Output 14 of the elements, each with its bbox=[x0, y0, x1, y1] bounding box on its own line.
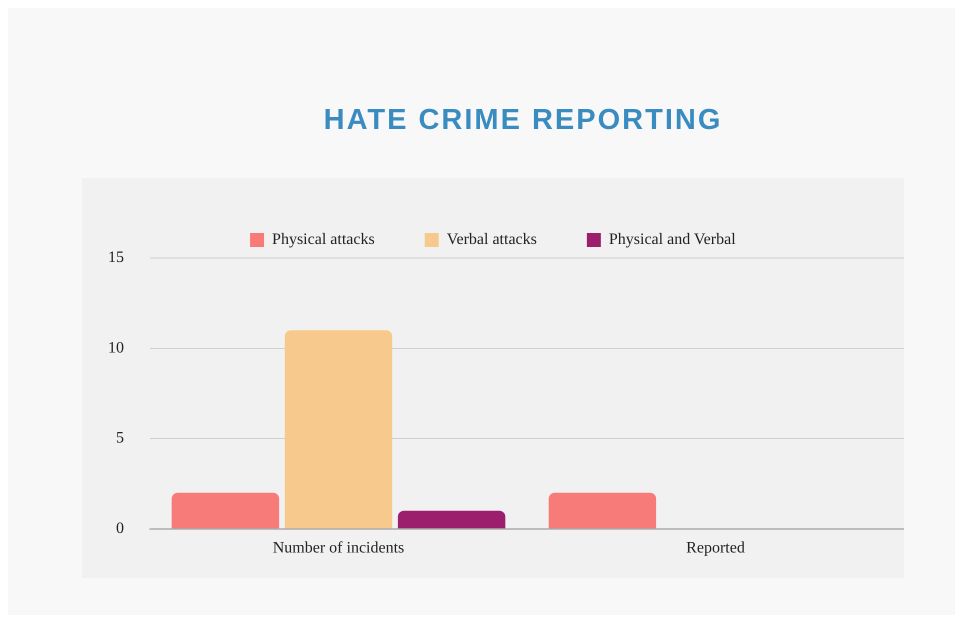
x-tick-label: Reported bbox=[686, 540, 745, 557]
y-tick-label: 10 bbox=[108, 339, 124, 356]
bar bbox=[548, 492, 656, 528]
bar bbox=[398, 510, 506, 528]
legend-label: Physical and Verbal bbox=[608, 231, 736, 248]
bar bbox=[284, 330, 392, 528]
chart-title: HATE CRIME REPORTING bbox=[322, 104, 724, 137]
bar bbox=[172, 492, 280, 528]
y-tick-label: 5 bbox=[116, 430, 124, 447]
y-tick-label: 15 bbox=[108, 249, 124, 266]
y-tick-label: 0 bbox=[116, 520, 124, 538]
legend-label: Verbal attacks bbox=[446, 231, 537, 248]
x-tick-label: Number of incidents bbox=[272, 540, 404, 557]
legend-label: Physical attacks bbox=[272, 231, 375, 248]
